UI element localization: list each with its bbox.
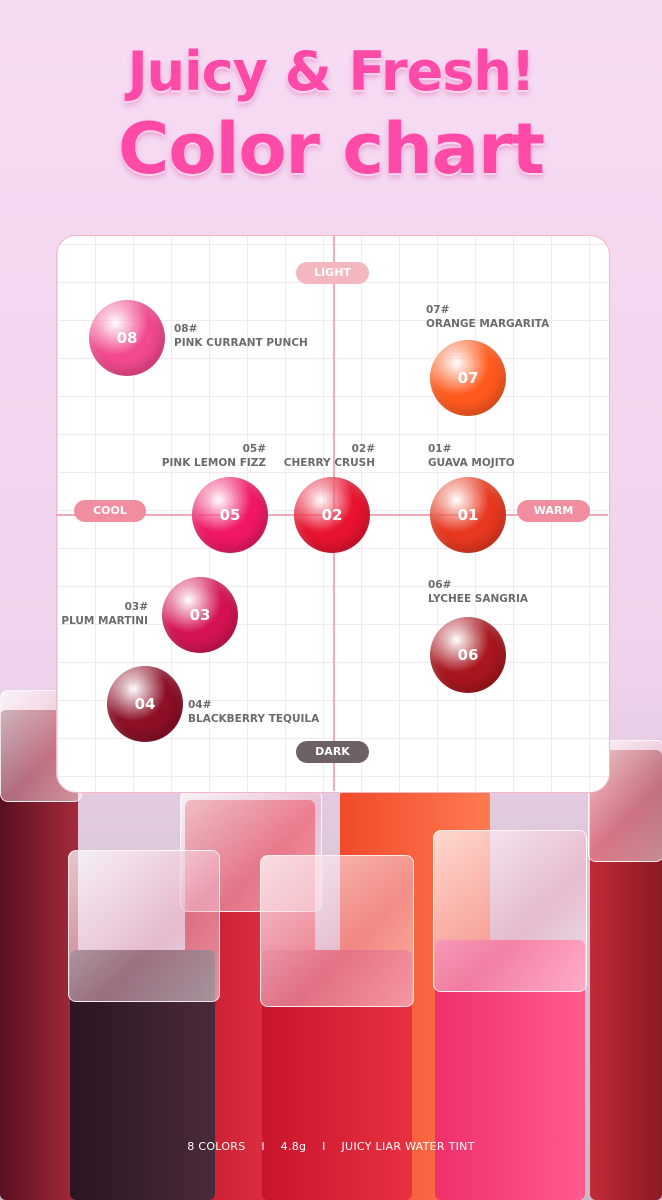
footer-sep-2: I xyxy=(322,1140,326,1153)
axis-label-dark: DARK xyxy=(296,741,369,763)
swatch-02-label: 02# CHERRY CRUSH xyxy=(283,443,375,469)
swatch-04: 04 xyxy=(107,666,183,742)
swatch-06: 06 xyxy=(430,617,506,693)
swatch-03-label: 03# PLUM MARTINI xyxy=(61,601,148,627)
swatch-01-label: 01# GUAVA MOJITO xyxy=(428,443,515,469)
footer-sep-1: I xyxy=(261,1140,265,1153)
swatch-05: 05 xyxy=(192,477,268,553)
footer-weight: 4.8g xyxy=(280,1140,307,1153)
swatch-04-label: 04# BLACKBERRY TEQUILA xyxy=(188,699,320,725)
axis-label-warm: WARM xyxy=(517,500,590,522)
swatch-03: 03 xyxy=(162,577,238,653)
axis-label-cool: COOL xyxy=(74,500,146,522)
swatch-07: 07 xyxy=(430,340,506,416)
headline-line1: Juicy & Fresh! xyxy=(127,40,536,103)
swatch-01: 01 xyxy=(430,477,506,553)
product-info-footer: 8 COLORS I 4.8g I JUICY LIAR WATER TINT xyxy=(0,1140,662,1153)
swatch-07-label: 07# ORANGE MARGARITA xyxy=(426,304,550,330)
swatch-08: 08 xyxy=(89,300,165,376)
swatch-06-label: 06# LYCHEE SANGRIA xyxy=(428,579,528,605)
swatch-02: 02 xyxy=(294,477,370,553)
swatch-05-label: 05# PINK LEMON FIZZ xyxy=(161,443,266,469)
footer-product: JUICY LIAR WATER TINT xyxy=(341,1140,475,1153)
axis-label-light: LIGHT xyxy=(296,262,369,284)
headline-line2: Color chart xyxy=(118,108,545,190)
footer-colors: 8 COLORS xyxy=(187,1140,246,1153)
swatch-08-label: 08# PINK CURRANT PUNCH xyxy=(174,323,308,349)
